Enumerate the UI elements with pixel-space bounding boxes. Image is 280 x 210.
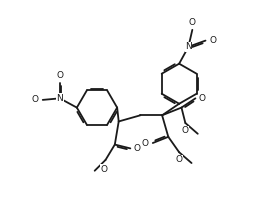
Text: O: O — [101, 165, 108, 174]
Text: O: O — [133, 144, 140, 153]
Text: O: O — [189, 18, 196, 27]
Text: O: O — [210, 36, 217, 45]
Text: O: O — [31, 95, 38, 104]
Text: O: O — [176, 155, 183, 164]
Text: O: O — [182, 126, 189, 135]
Text: N: N — [185, 42, 192, 51]
Text: O: O — [198, 94, 205, 103]
Text: O: O — [142, 139, 149, 147]
Text: O: O — [56, 71, 63, 80]
Text: N: N — [57, 94, 63, 103]
